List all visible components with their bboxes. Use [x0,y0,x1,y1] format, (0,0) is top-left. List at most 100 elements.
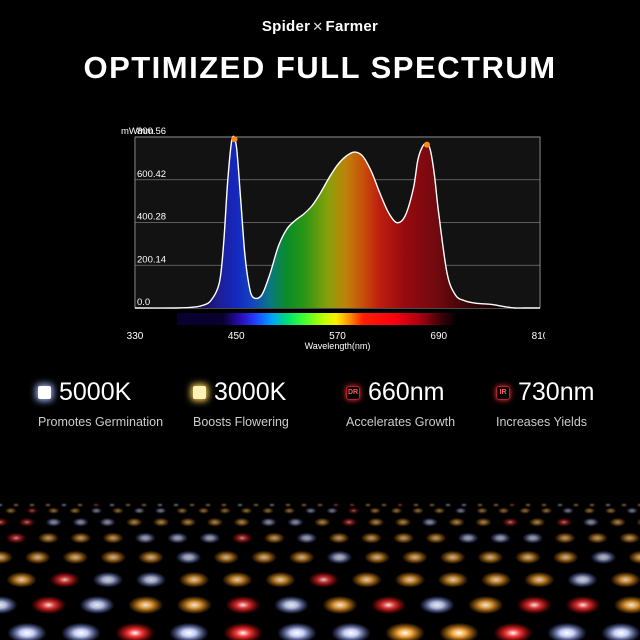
led-light [49,571,80,588]
feature-row: IR 730nm [496,378,594,407]
brand-name-right: Farmer [325,18,379,35]
led-light [419,595,455,615]
led-light [138,550,164,565]
y-axis-label: mW/nm [121,126,154,137]
led-light [524,571,555,588]
led-light [176,507,189,514]
led-light [204,502,212,508]
led-light [26,507,38,514]
feature-item: 5000K Promotes Germination [38,378,163,429]
led-light [176,595,212,615]
led-light [154,507,167,514]
led-light [425,532,447,544]
led-light [369,507,381,514]
led-light [273,595,309,615]
led-light [69,507,81,514]
led-light [492,502,500,508]
led-light [28,502,36,508]
led-light [0,502,4,508]
led-light [102,532,124,544]
led-light [99,517,116,527]
led-light [265,571,296,588]
feature-tag-text: DR [347,389,359,396]
led-light [555,517,573,527]
led-light [454,507,467,514]
led-light [439,550,466,565]
led-light [588,502,596,508]
led-light [502,517,519,527]
led-light [540,507,553,514]
led-light [72,517,89,527]
led-light [522,532,544,544]
led-light [128,595,164,615]
led-light [367,517,385,527]
led-light [225,595,261,615]
led-light [565,595,601,615]
led-light [283,507,296,514]
led-light [583,507,596,514]
deep-red-tag-icon: DR [346,385,360,400]
led-light [156,502,164,508]
led-light [263,532,285,544]
led-light [233,517,250,527]
x-axis-label: Wavelength(nm) [305,341,371,351]
led-light [610,571,640,588]
y-tick-label: 0.0 [137,297,150,308]
led-light [308,571,339,588]
y-tick-label: 200.14 [137,254,166,265]
led-light [260,517,277,527]
led-light [364,550,390,565]
led-light [133,507,146,514]
led-light [393,532,415,544]
led-light [480,571,512,588]
feature-description: Promotes Germination [38,415,164,429]
feature-tag-text: IR [499,389,507,396]
led-light [572,502,580,508]
led-light [468,595,504,615]
led-light [626,507,638,514]
feature-description: Increases Yields [496,415,588,429]
led-light [364,502,372,508]
led-light [124,502,132,508]
x-tick-label: 810 [532,331,545,342]
led-light [288,550,315,565]
led-light [433,507,446,514]
x-tick-label: 570 [329,331,346,342]
led-light [175,550,202,565]
x-tick-label: 690 [430,331,447,342]
led-light [300,502,308,508]
led-light [547,622,587,640]
led-light [115,622,155,640]
led-light [476,507,488,514]
led-light [31,595,67,615]
feature-row: 5000K [38,378,163,407]
led-light [412,502,420,508]
led-light [528,517,546,527]
led-light [47,507,60,514]
led-light [70,532,92,544]
led-light [79,595,115,615]
led-light [586,532,608,544]
led-light [394,571,426,588]
led-light [477,550,504,565]
led-light [60,502,68,508]
led-light [45,517,62,527]
led-light [277,622,317,640]
led-light [328,532,350,544]
led-light [219,507,231,514]
led-light [140,502,148,508]
led-light [167,532,189,544]
led-light [135,571,167,588]
led-light [18,517,36,527]
led-light [554,532,576,544]
led-light [178,571,210,588]
led-light [206,517,224,527]
feature-value: 660nm [368,378,445,406]
led-light [448,517,465,527]
led-light [284,502,292,508]
led-light [628,550,640,565]
warm-white-square-icon [193,386,206,399]
led-light [314,517,331,527]
led-light [540,502,548,508]
